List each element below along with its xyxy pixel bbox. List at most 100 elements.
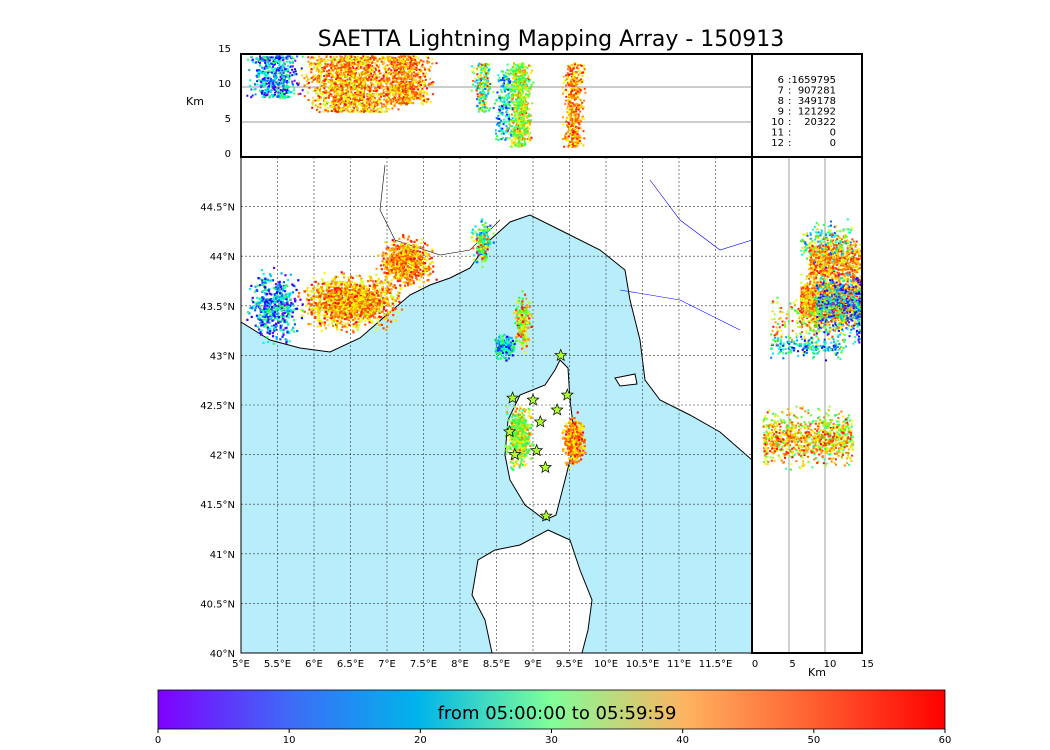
source-point	[412, 257, 416, 261]
source-point	[409, 261, 412, 264]
source-point-lon-alt	[356, 107, 359, 110]
source-point	[271, 305, 274, 308]
source-point	[319, 322, 322, 325]
source-point	[319, 310, 322, 313]
source-point	[355, 287, 358, 290]
source-point-lon-alt	[370, 102, 373, 105]
source-point	[412, 273, 416, 276]
source-point	[356, 307, 359, 310]
source-point	[389, 320, 393, 323]
source-point	[382, 254, 385, 257]
source-point	[325, 303, 328, 307]
source-point	[397, 246, 400, 249]
source-point	[516, 320, 519, 323]
source-point	[329, 304, 332, 307]
source-point	[376, 279, 379, 283]
source-point-lon-alt	[332, 61, 335, 64]
source-point	[270, 316, 274, 319]
source-point	[391, 243, 394, 246]
source-point	[397, 296, 400, 300]
source-point	[405, 252, 408, 256]
source-point	[331, 285, 334, 288]
source-point	[565, 430, 568, 433]
source-point	[345, 285, 348, 288]
source-point	[576, 433, 579, 436]
source-point	[357, 290, 360, 293]
source-point	[363, 296, 366, 299]
source-point	[285, 297, 288, 301]
source-point	[514, 428, 517, 431]
source-point	[391, 257, 394, 260]
source-point	[482, 232, 485, 235]
source-point	[519, 438, 522, 442]
station-star-icon	[550, 403, 564, 416]
source-point	[579, 445, 582, 448]
source-point	[296, 329, 299, 333]
source-point	[346, 326, 349, 329]
source-point	[352, 304, 355, 307]
source-point	[509, 446, 512, 449]
source-point	[397, 247, 401, 250]
source-point	[525, 345, 528, 348]
source-point	[301, 314, 304, 318]
source-point	[398, 257, 401, 260]
source-point	[278, 280, 281, 283]
source-point	[255, 302, 258, 306]
source-point	[522, 441, 525, 444]
source-point-lon-alt	[345, 102, 348, 105]
source-point	[282, 289, 285, 292]
source-point-lon-alt	[380, 110, 383, 113]
source-point	[518, 448, 521, 452]
source-point	[318, 314, 321, 317]
source-point	[579, 454, 582, 457]
source-point	[561, 431, 564, 435]
source-point	[394, 271, 397, 274]
source-point	[262, 309, 265, 312]
source-point	[376, 317, 379, 320]
source-point	[351, 299, 354, 303]
source-point-lon-alt	[334, 83, 337, 86]
source-point	[363, 305, 366, 308]
source-point	[421, 261, 424, 265]
source-point	[511, 444, 515, 447]
source-point	[510, 435, 513, 438]
source-point	[422, 253, 425, 257]
source-point	[371, 296, 375, 300]
source-point-lon-alt	[305, 75, 308, 78]
lat-tick: 43.5°N	[200, 302, 235, 313]
source-point	[375, 308, 378, 311]
source-point	[360, 289, 364, 292]
source-point-lon-alt	[380, 98, 383, 101]
source-point	[373, 293, 376, 297]
source-point	[505, 350, 508, 354]
source-point-lon-alt	[340, 80, 343, 83]
source-point	[333, 291, 336, 295]
source-point	[280, 306, 284, 310]
source-point	[396, 272, 399, 275]
source-point	[269, 273, 272, 276]
source-point	[411, 253, 414, 256]
source-point-lon-alt	[362, 55, 365, 58]
source-point	[572, 441, 575, 445]
source-point	[426, 274, 430, 277]
source-point	[321, 305, 324, 309]
source-point	[380, 303, 383, 306]
source-point	[397, 277, 400, 281]
source-point	[524, 328, 527, 331]
source-point-lon-alt	[312, 103, 315, 106]
source-point	[510, 336, 513, 340]
source-point	[576, 421, 579, 424]
source-point	[323, 298, 326, 302]
source-point	[495, 342, 498, 345]
source-point	[382, 308, 385, 311]
source-point	[515, 422, 519, 425]
source-point	[514, 437, 517, 440]
source-point	[319, 306, 322, 309]
source-point-lon-alt	[325, 91, 328, 94]
source-point	[343, 297, 346, 300]
source-point	[568, 435, 572, 438]
source-point	[380, 294, 383, 297]
source-point	[271, 332, 274, 335]
altitude-lon-panel	[241, 55, 752, 148]
source-point	[283, 297, 287, 300]
